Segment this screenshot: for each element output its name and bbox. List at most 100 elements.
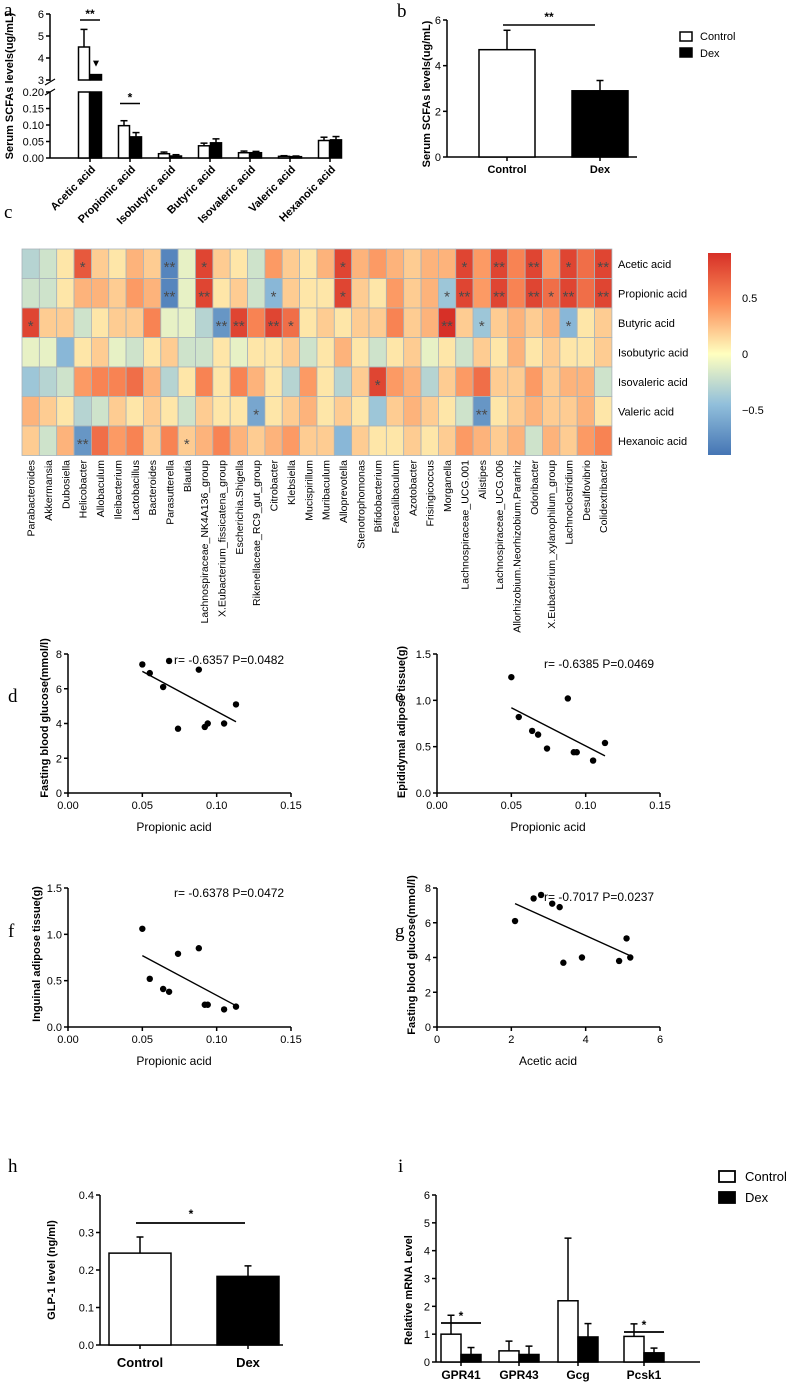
correlation-annotation: r= -0.6378 P=0.0472 [174, 886, 284, 900]
panel-f: f 0.0 0.5 1.0 1.5 0.00 0.05 0.10 0.15 Propionic a… [8, 883, 302, 1068]
heatmap-column-label: Klebsiella [286, 460, 298, 505]
heatmap-cell [229, 396, 248, 427]
heatmap-cell [594, 425, 613, 456]
heatmap-cell [351, 248, 370, 279]
heatmap-cell [437, 396, 457, 427]
bar-control [117, 124, 131, 159]
legend-label-control: Control [700, 31, 735, 43]
x-tick-label: 0.10 [575, 800, 596, 812]
heatmap-cell [247, 248, 266, 279]
heatmap-significance: * [184, 436, 190, 453]
heatmap-significance: ** [216, 318, 228, 335]
panel-d: d 0 2 4 6 8 0.00 0.05 0.10 0.15 Propionic acid Fast… [8, 638, 302, 834]
panel-c: c* ** * * * ** ** * **** ** * * * ** ** ** * ** *** ** ** ** *… [4, 202, 764, 633]
heatmap-cell [91, 425, 110, 456]
heatmap-column-label: Lachnospiraceae_UCG.001 [459, 460, 471, 590]
heatmap-cell [559, 396, 578, 427]
heatmap-column-label: Faecalibaculum [390, 460, 402, 534]
y-axis-tick-label: 0.4 [79, 1190, 94, 1202]
bar-control [498, 1350, 520, 1363]
x-tick-label: 0.00 [426, 800, 447, 812]
heatmap-cell [125, 278, 144, 309]
heatmap-cell [507, 278, 526, 309]
heatmap-cell [38, 248, 58, 279]
y-axis-title: Serum SCFAs levels(ug/mL) [421, 20, 433, 167]
regression-line [514, 902, 631, 957]
heatmap-cell [56, 337, 75, 368]
heatmap-cell [490, 396, 509, 427]
heatmap-significance: ** [198, 288, 210, 305]
y-tick-label: 6 [56, 684, 62, 696]
heatmap-cell [247, 366, 266, 397]
heatmap-cell [143, 337, 162, 368]
heatmap-cell [333, 366, 353, 397]
data-point [589, 757, 597, 764]
heatmap-column-label: Escherichia.Shigella [234, 460, 246, 555]
heatmap-significance: ** [164, 288, 176, 305]
heatmap-cell [420, 307, 439, 338]
heatmap-cell [542, 396, 561, 427]
heatmap-cell [229, 337, 248, 368]
data-point [146, 975, 153, 983]
heatmap-cell [56, 425, 75, 456]
y-tick-label: 0.0 [416, 788, 431, 800]
heatmap-cell [143, 278, 162, 309]
y-axis-tick-label: 0.3 [79, 1228, 94, 1240]
heatmap-cell [125, 337, 144, 368]
heatmap-significance: * [340, 288, 346, 305]
heatmap-cell [229, 425, 248, 456]
x-axis-title: Propionic acid [136, 1054, 211, 1068]
heatmap-cell [299, 278, 318, 309]
heatmap-cell [490, 307, 509, 338]
heatmap-cell [177, 278, 196, 309]
y-tick-label: 1.0 [47, 929, 62, 941]
bar-dex [169, 155, 183, 159]
heatmap-column-label: Lachnospiraceae_NK4A136_group [199, 460, 211, 624]
bar-control-lower [77, 91, 91, 159]
heatmap-cell [437, 248, 457, 279]
heatmap-cell [507, 425, 526, 456]
heatmap-cell [420, 337, 439, 368]
bar-control-upper [77, 46, 91, 81]
heatmap-cell [195, 337, 214, 368]
heatmap-cell [559, 366, 578, 397]
heatmap-cell [542, 425, 561, 456]
heatmap-cell [281, 278, 301, 309]
heatmap-column-label: Citrobacter [269, 460, 281, 512]
x-tick-label: 0.15 [649, 800, 670, 812]
significance-star: * [128, 90, 133, 104]
heatmap-column-label: Desulfovibrio [581, 460, 593, 521]
heatmap-column-label: Lachnoclostridium [564, 460, 576, 545]
heatmap-cell [73, 278, 92, 309]
panel-a: a 0.00 0.05 0.10 0.15 0.203 4 5 6 Serum SCFAs lev… [4, 0, 343, 227]
heatmap-cell [507, 307, 526, 338]
heatmap-column-label: Colidextribacter [598, 460, 610, 533]
heatmap-cell [125, 307, 144, 338]
heatmap-cell [403, 278, 422, 309]
heatmap-cell [542, 248, 561, 279]
heatmap-cell [177, 396, 196, 427]
heatmap-column-label: Bacteroides [147, 460, 159, 515]
heatmap-cell [73, 337, 92, 368]
heatmap-cell [576, 248, 595, 279]
heatmap-cell [177, 337, 196, 368]
heatmap-cell [160, 396, 179, 427]
heatmap-cell [524, 396, 543, 427]
heatmap-cell [125, 366, 144, 397]
x-tick-label: 4 [583, 1034, 589, 1046]
heatmap-cell [351, 307, 370, 338]
bar-control [157, 152, 171, 159]
heatmap-cell [212, 248, 231, 279]
y-tick-label: 8 [425, 883, 431, 895]
y-tick-label: 5 [38, 31, 44, 43]
heatmap-cell [368, 396, 387, 427]
heatmap-cell [125, 248, 144, 279]
heatmap-cell [212, 396, 231, 427]
heatmap-significance: * [566, 259, 572, 276]
heatmap-cell [229, 366, 248, 397]
heatmap-significance: ** [493, 288, 505, 305]
heatmap-cell [403, 337, 422, 368]
data-point [165, 657, 173, 665]
bar-control [623, 1335, 645, 1363]
heatmap-cell [160, 425, 179, 456]
